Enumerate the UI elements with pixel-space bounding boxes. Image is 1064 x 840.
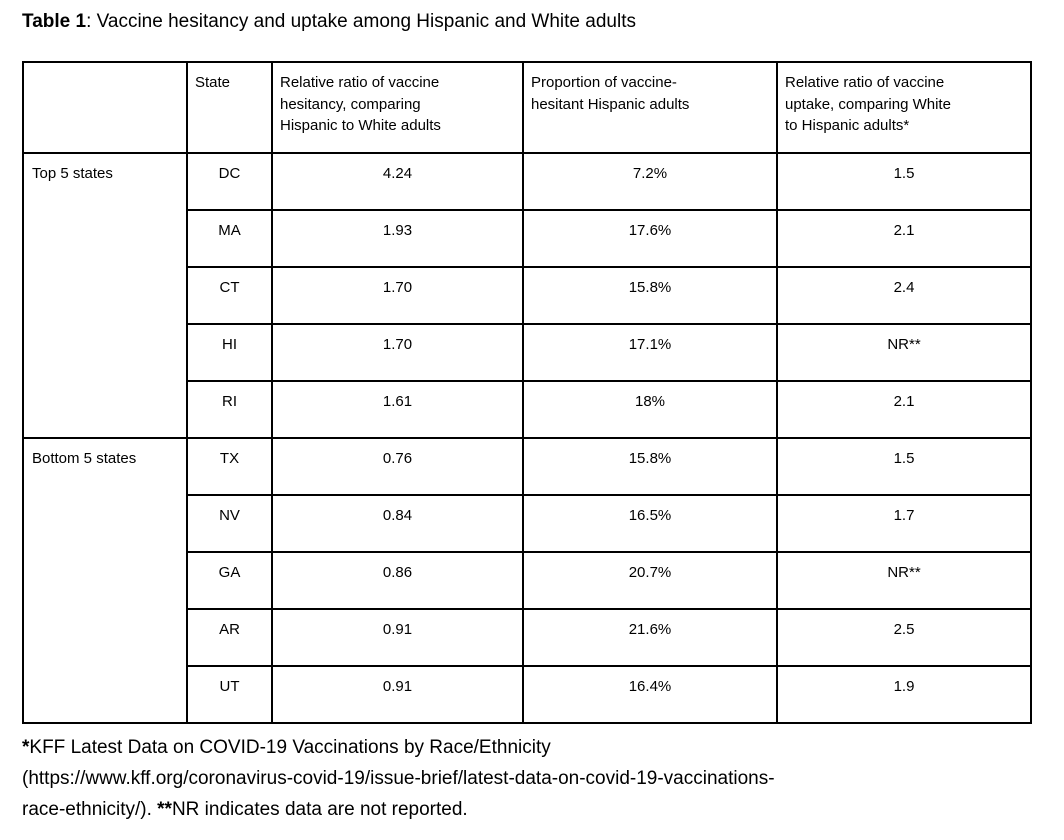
header-line: hesitant Hispanic adults xyxy=(531,95,690,113)
table-row: UT 0.91 16.4% 1.9 xyxy=(23,665,1032,724)
cell-hesitancy-ratio: 1.93 xyxy=(271,209,524,268)
cell-state: TX xyxy=(186,437,273,496)
table-row: CT 1.70 15.8% 2.4 xyxy=(23,266,1032,325)
footnote-line-3: race-ethnicity/). **NR indicates data ar… xyxy=(22,794,1042,825)
table-row: HI 1.70 17.1% NR** xyxy=(23,323,1032,382)
cell-uptake-ratio: 1.7 xyxy=(776,494,1032,553)
cell-hesitancy-ratio: 0.86 xyxy=(271,551,524,610)
table-row: MA 1.93 17.6% 2.1 xyxy=(23,209,1032,268)
cell-uptake-ratio: NR** xyxy=(776,323,1032,382)
header-hesitancy-ratio: Relative ratio of vaccine hesitancy, com… xyxy=(271,61,524,154)
footnote-line-1: *KFF Latest Data on COVID-19 Vaccination… xyxy=(22,732,1042,763)
cell-proportion: 21.6% xyxy=(522,608,778,667)
table-row: NV 0.84 16.5% 1.7 xyxy=(23,494,1032,553)
vaccine-data-table: State Relative ratio of vaccine hesitanc… xyxy=(22,61,1032,724)
cell-uptake-ratio: 2.5 xyxy=(776,608,1032,667)
cell-proportion: 17.6% xyxy=(522,209,778,268)
footnote: *KFF Latest Data on COVID-19 Vaccination… xyxy=(22,732,1042,825)
cell-uptake-ratio: 1.9 xyxy=(776,665,1032,724)
cell-uptake-ratio: 2.1 xyxy=(776,209,1032,268)
cell-proportion: 16.5% xyxy=(522,494,778,553)
group-label-top5: Top 5 states xyxy=(22,152,188,439)
header-group-blank xyxy=(22,61,188,154)
header-line: Hispanic to White adults xyxy=(280,117,441,134)
cell-hesitancy-ratio: 1.70 xyxy=(271,266,524,325)
cell-state: NV xyxy=(186,494,273,553)
cell-state: GA xyxy=(186,551,273,610)
cell-hesitancy-ratio: 1.70 xyxy=(271,323,524,382)
footnote-nr-text: NR indicates data are not reported. xyxy=(171,799,468,820)
table-title: Table 1: Vaccine hesitancy and uptake am… xyxy=(22,9,1042,34)
group-label-bottom5: Bottom 5 states xyxy=(22,437,188,724)
footnote-url-end: race-ethnicity/). xyxy=(22,799,158,820)
cell-uptake-ratio: 1.5 xyxy=(776,152,1032,211)
cell-proportion: 7.2% xyxy=(522,152,778,211)
table-title-text: : Vaccine hesitancy and uptake among His… xyxy=(86,11,636,32)
header-row: State Relative ratio of vaccine hesitanc… xyxy=(22,61,1032,154)
cell-uptake-ratio: 2.4 xyxy=(776,266,1032,325)
table-row: Top 5 states DC 4.24 7.2% 1.5 xyxy=(22,152,1032,439)
header-line: Proportion of vaccine- xyxy=(531,74,677,91)
header-line: uptake, comparing White xyxy=(785,95,951,113)
table-row: AR 0.91 21.6% 2.5 xyxy=(23,608,1032,667)
cell-state: AR xyxy=(186,608,273,667)
cell-state: MA xyxy=(186,209,273,268)
footnote-line-2: (https://www.kff.org/coronavirus-covid-1… xyxy=(22,768,775,789)
header-uptake-ratio: Relative ratio of vaccine uptake, compar… xyxy=(776,61,1032,154)
header-line: to Hispanic adults* xyxy=(785,117,910,134)
table-row: GA 0.86 20.7% NR** xyxy=(23,551,1032,610)
cell-uptake-ratio: 1.5 xyxy=(776,437,1032,496)
table-title-label: Table 1 xyxy=(22,11,87,32)
cell-hesitancy-ratio: 0.76 xyxy=(271,437,524,496)
header-line: hesitancy, comparing xyxy=(280,95,421,113)
table-row: RI 1.61 18% 2.1 xyxy=(23,380,1032,439)
footnote-asterisk: * xyxy=(22,737,30,758)
cell-hesitancy-ratio: 1.61 xyxy=(271,380,524,439)
cell-state: CT xyxy=(186,266,273,325)
cell-proportion: 15.8% xyxy=(522,437,778,496)
header-proportion: Proportion of vaccine- hesitant Hispanic… xyxy=(522,61,778,154)
header-line: Relative ratio of vaccine xyxy=(280,74,440,91)
footnote-double-asterisk: ** xyxy=(157,799,172,820)
cell-uptake-ratio: NR** xyxy=(776,551,1032,610)
cell-hesitancy-ratio: 4.24 xyxy=(271,152,524,211)
cell-state: DC xyxy=(186,152,273,211)
cell-hesitancy-ratio: 0.84 xyxy=(271,494,524,553)
header-line: Relative ratio of vaccine xyxy=(785,74,945,91)
table-row: Bottom 5 states TX 0.76 15.8% 1.5 xyxy=(22,437,1032,724)
cell-state: UT xyxy=(186,665,273,724)
cell-uptake-ratio: 2.1 xyxy=(776,380,1032,439)
cell-proportion: 18% xyxy=(522,380,778,439)
cell-proportion: 15.8% xyxy=(522,266,778,325)
footnote-citation-text: KFF Latest Data on COVID-19 Vaccinations… xyxy=(29,737,551,758)
cell-state: RI xyxy=(186,380,273,439)
cell-proportion: 20.7% xyxy=(522,551,778,610)
header-state: State xyxy=(186,61,273,154)
cell-proportion: 17.1% xyxy=(522,323,778,382)
cell-hesitancy-ratio: 0.91 xyxy=(271,608,524,667)
cell-hesitancy-ratio: 0.91 xyxy=(271,665,524,724)
cell-state: HI xyxy=(186,323,273,382)
cell-proportion: 16.4% xyxy=(522,665,778,724)
